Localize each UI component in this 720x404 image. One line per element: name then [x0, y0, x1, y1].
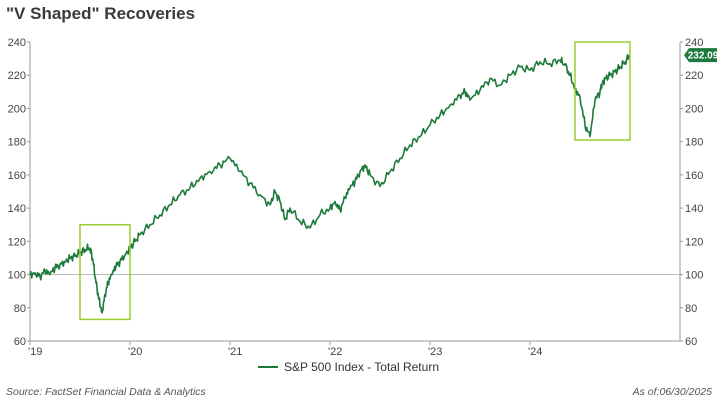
x-tick-label: '23: [428, 346, 442, 358]
y-tick-label-right: 100: [685, 270, 703, 282]
last-value-label: 232.09: [688, 51, 719, 62]
x-tick-label: '19: [28, 346, 42, 358]
y-tick-label-right: 60: [685, 336, 697, 348]
y-tick-label-right: 240: [685, 37, 703, 49]
y-tick-label-left: 140: [8, 203, 26, 215]
y-tick-label-left: 60: [14, 336, 26, 348]
as-of-date: As of:06/30/2025: [632, 386, 712, 398]
y-tick-label-left: 200: [8, 103, 26, 115]
legend-label: S&P 500 Index - Total Return: [284, 360, 439, 374]
chart-title: "V Shaped" Recoveries: [6, 4, 196, 23]
y-tick-label-right: 220: [685, 70, 703, 82]
highlight-box-1: [79, 223, 131, 321]
series-line-sp500: [29, 53, 631, 314]
y-tick-label-left: 180: [8, 137, 26, 149]
y-tick-label-left: 160: [8, 170, 26, 182]
x-tick-label: '21: [228, 346, 242, 358]
y-tick-label-right: 120: [685, 236, 703, 248]
y-tick-label-left: 80: [14, 303, 26, 315]
y-tick-label-left: 240: [8, 37, 26, 49]
y-tick-label-left: 100: [8, 270, 26, 282]
y-tick-label-right: 200: [685, 103, 703, 115]
y-tick-label-left: 220: [8, 70, 26, 82]
source-note: Source: FactSet Financial Data & Analyti…: [6, 386, 206, 398]
y-tick-label-right: 80: [685, 303, 697, 315]
y-tick-label-right: 180: [685, 137, 703, 149]
last-value-badge: [684, 48, 717, 63]
x-tick-label: '24: [528, 346, 542, 358]
y-tick-label-right: 160: [685, 170, 703, 182]
y-tick-label-left: 120: [8, 236, 26, 248]
x-tick-label: '22: [328, 346, 342, 358]
highlight-box-2: [574, 41, 631, 141]
y-tick-label-right: 140: [685, 203, 703, 215]
x-tick-label: '20: [128, 346, 142, 358]
